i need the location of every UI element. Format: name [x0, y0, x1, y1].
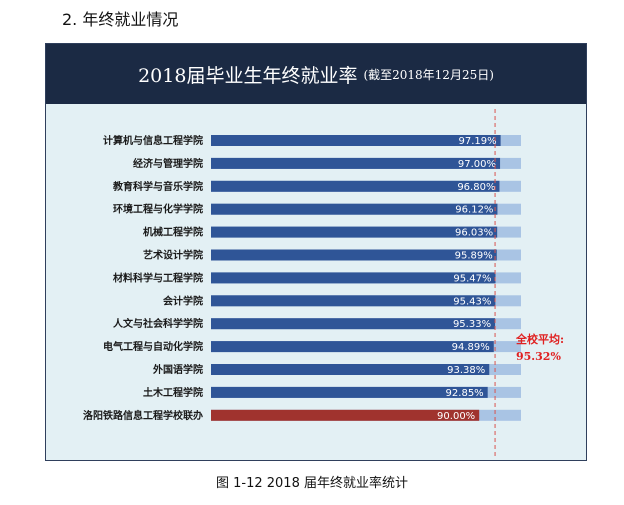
bar	[211, 135, 501, 146]
bar	[211, 318, 496, 330]
bar	[211, 409, 480, 421]
category-label: 会计学院	[163, 294, 203, 307]
category-label: 人文与社会科学学院	[113, 317, 203, 330]
category-label: 洛阳铁路信息工程学校联办	[83, 409, 203, 422]
value-label: 95.33%	[453, 319, 491, 330]
section-heading: 2. 年终就业情况	[62, 10, 179, 29]
value-label: 96.03%	[455, 228, 493, 239]
figure-caption: 图 1-12 2018 届年终就业率统计	[216, 476, 408, 491]
category-label: 环境工程与化学学院	[113, 203, 203, 216]
bar	[211, 341, 494, 353]
average-value: 95.32%	[516, 350, 561, 363]
value-label: 95.47%	[453, 273, 491, 284]
value-label: 96.12%	[455, 205, 493, 216]
category-label: 机械工程学院	[143, 226, 203, 239]
category-label: 土木工程学院	[143, 386, 203, 399]
value-label: 97.00%	[458, 159, 496, 170]
value-label: 93.38%	[447, 365, 485, 376]
average-label: 全校平均:	[515, 332, 564, 346]
chart-figure: 2018届毕业生年终就业率 (截至2018年12月25日) 计算机与信息工程学院…	[45, 43, 587, 461]
bar	[211, 272, 496, 284]
value-label: 92.85%	[446, 388, 484, 399]
bar	[211, 364, 490, 375]
chart-title: 2018届毕业生年终就业率	[138, 64, 358, 87]
chart-subtitle: (截至2018年12月25日)	[363, 67, 494, 82]
category-label: 电气工程与自动化学院	[103, 340, 203, 353]
bar	[211, 386, 488, 398]
category-label: 经济与管理学院	[133, 157, 203, 170]
bar	[211, 295, 496, 307]
chart-title-bar: 2018届毕业生年终就业率 (截至2018年12月25日)	[46, 44, 586, 104]
value-label: 90.00%	[437, 411, 475, 422]
value-label: 97.19%	[458, 136, 496, 147]
value-label: 94.89%	[452, 342, 490, 353]
value-label: 95.89%	[455, 251, 493, 262]
value-label: 95.43%	[453, 296, 491, 307]
category-label: 计算机与信息工程学院	[103, 134, 203, 147]
bar	[211, 157, 501, 169]
bar	[211, 249, 497, 261]
category-label: 教育科学与音乐学院	[112, 180, 203, 193]
category-label: 艺术设计学院	[143, 249, 203, 262]
bar	[211, 180, 500, 192]
bar	[211, 226, 498, 238]
category-label: 材料科学与工程学院	[113, 271, 203, 284]
value-label: 96.80%	[457, 182, 495, 193]
category-label: 外国语学院	[152, 363, 203, 376]
bar	[211, 203, 498, 215]
bar-chart-plot: 计算机与信息工程学院 97.19% 经济与管理学院 97.00% 教育科学与音乐学院 96…	[83, 109, 564, 456]
